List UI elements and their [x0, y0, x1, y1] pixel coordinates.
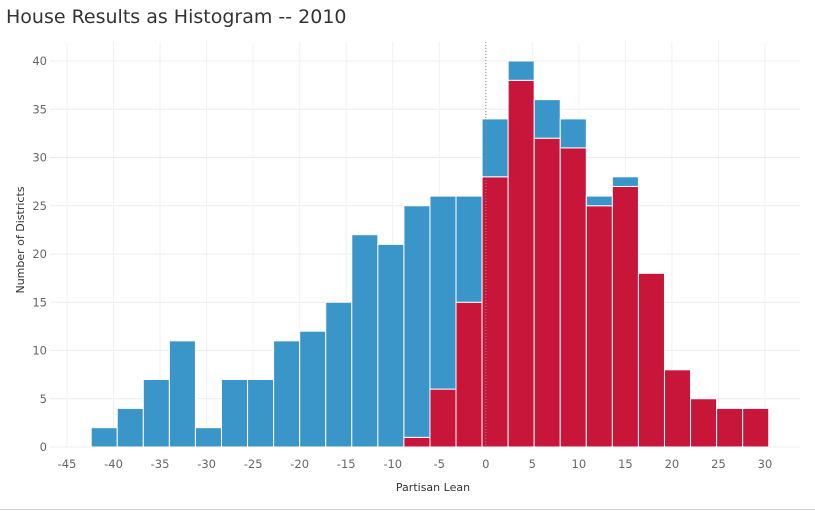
bar-republican [690, 398, 718, 448]
bar-republican [716, 407, 744, 448]
x-tick-label: -35 [151, 457, 170, 471]
bar-republican [455, 301, 483, 448]
bar-democratic [585, 195, 613, 207]
x-tick-label: -15 [337, 457, 356, 471]
bar-democratic [429, 195, 457, 390]
bar-republican [585, 205, 613, 448]
x-tick-label: -5 [434, 457, 445, 471]
x-tick-label: 10 [572, 457, 587, 471]
bar-democratic [455, 195, 483, 303]
x-tick-labels: -45 -40 -35 -30 -25 -20 -15 -10 -5 0 5 10 15 20 25 30 [58, 457, 773, 471]
y-tick-label: 0 [40, 440, 47, 454]
x-tick-label: -30 [197, 457, 216, 471]
y-tick-label: 10 [32, 344, 47, 358]
bar-republican [429, 388, 457, 448]
x-tick-label: -45 [58, 457, 77, 471]
bar-democratic [325, 301, 353, 448]
y-tick-label: 20 [32, 247, 47, 261]
bar-republican [742, 407, 770, 448]
x-tick-label: -20 [290, 457, 309, 471]
bar-democratic [247, 378, 275, 448]
x-tick-label: -10 [383, 457, 402, 471]
x-axis-title: Partisan Lean [396, 481, 470, 494]
y-tick-label: 25 [32, 199, 47, 213]
bar-democratic [533, 99, 561, 139]
x-tick-label: 15 [618, 457, 633, 471]
bar-democratic [377, 243, 405, 448]
bar-republican [663, 369, 692, 448]
y-tick-labels: 0 5 10 15 20 25 30 35 40 [32, 54, 47, 454]
x-tick-label: -40 [104, 457, 123, 471]
y-axis-title: Number of Districts [14, 186, 27, 293]
bar-democratic [299, 330, 327, 448]
y-tick-label: 30 [32, 151, 47, 165]
bar-republican [637, 272, 665, 448]
x-tick-label: 30 [758, 457, 773, 471]
bar-democratic [142, 378, 170, 448]
bar-democratic [90, 427, 118, 448]
bar-democratic [403, 205, 431, 438]
bar-democratic [559, 118, 587, 149]
bars [90, 60, 770, 448]
bar-democratic [611, 176, 639, 187]
y-tick-label: 15 [32, 295, 47, 309]
y-tick-label: 5 [40, 392, 47, 406]
bar-democratic [116, 407, 144, 448]
bar-democratic [481, 118, 509, 178]
bar-democratic [220, 378, 249, 448]
x-tick-label: 0 [482, 457, 489, 471]
y-tick-label: 35 [32, 102, 47, 116]
bar-republican [559, 147, 587, 448]
bar-republican [481, 176, 509, 448]
bar-republican [611, 185, 639, 448]
bar-republican [533, 137, 561, 448]
x-tick-label: -25 [244, 457, 263, 471]
y-tick-label: 40 [32, 54, 47, 68]
chart-title: House Results as Histogram -- 2010 [6, 6, 347, 28]
bar-democratic [194, 427, 222, 448]
bar-democratic [351, 234, 379, 448]
x-tick-label: 5 [529, 457, 536, 471]
divider [0, 509, 815, 510]
bar-democratic [507, 60, 535, 81]
bar-republican [507, 79, 535, 448]
x-tick-label: 25 [711, 457, 726, 471]
bar-democratic [273, 340, 301, 448]
bar-democratic [168, 340, 196, 448]
x-tick-label: 20 [665, 457, 680, 471]
bar-republican [403, 436, 431, 448]
